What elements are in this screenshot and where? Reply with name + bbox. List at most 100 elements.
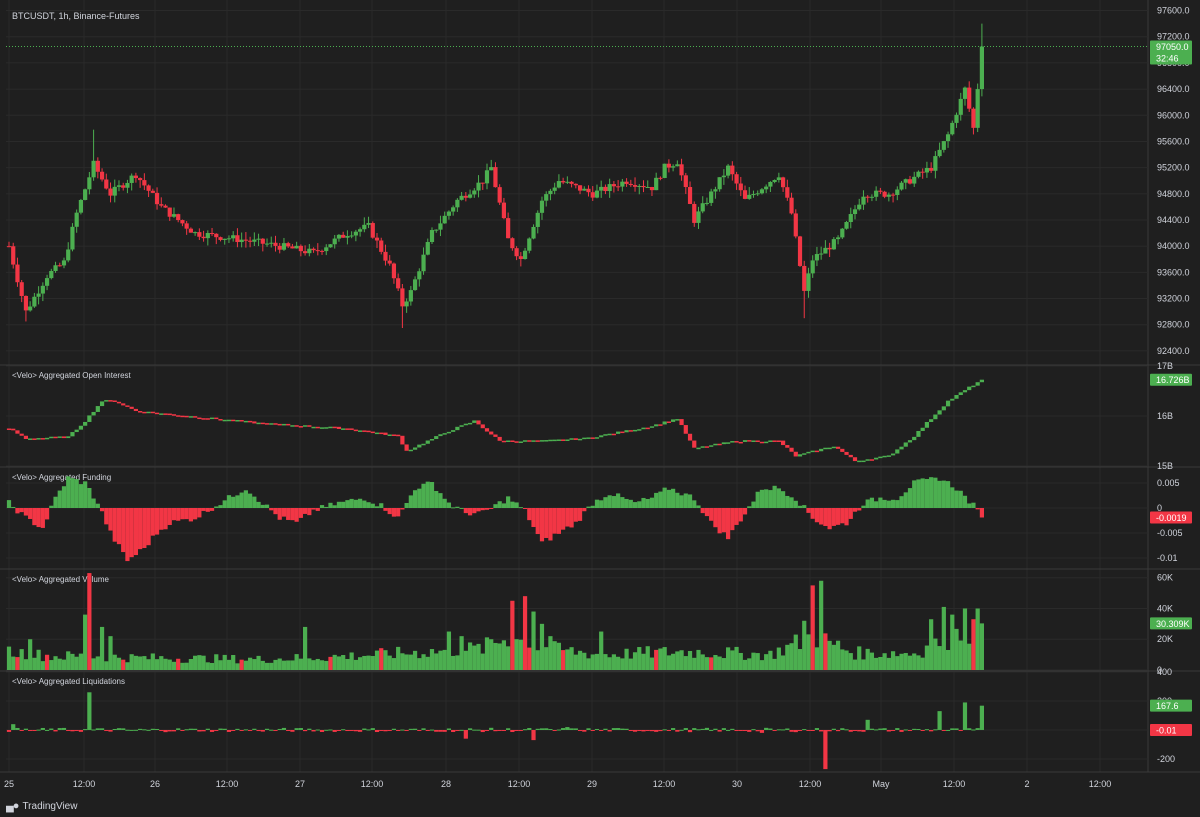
volume-bar (556, 642, 561, 670)
funding-bar (772, 485, 777, 508)
candle-body (133, 175, 138, 179)
volume-bar (929, 619, 934, 670)
liquidation-bar (789, 729, 794, 732)
candle-body (797, 236, 803, 266)
oi-bar (616, 431, 621, 434)
volume-bar (666, 655, 671, 670)
funding-bar (764, 489, 769, 508)
oi-bar (637, 429, 642, 431)
candle-body (184, 223, 189, 229)
candle-body (675, 164, 680, 167)
funding-bar (544, 508, 549, 538)
volume-bar (70, 653, 75, 670)
liquidation-bar (785, 728, 790, 730)
funding-last-tag: -0.0019 (1156, 513, 1187, 523)
candle-body (357, 229, 363, 232)
volume-bar (104, 661, 109, 670)
volume-bar (311, 660, 316, 670)
funding-bar (209, 508, 215, 511)
volume-bar (49, 660, 54, 670)
oi-bar (696, 447, 701, 450)
oi-bar (726, 442, 731, 444)
y-tick-label: 95200.0 (1157, 163, 1190, 173)
oi-bar (446, 431, 452, 434)
funding-bar (654, 492, 659, 508)
volume-bar (852, 659, 858, 670)
volume-bar (497, 643, 502, 670)
liquidation-bar (328, 729, 333, 731)
liquidation-bar (438, 729, 443, 732)
candle-body (929, 168, 934, 171)
volume-bar (391, 658, 397, 670)
liquidation-bar (962, 702, 968, 730)
liquidation-bar (188, 728, 193, 730)
candle-body (692, 203, 697, 223)
volume-bar (336, 656, 342, 670)
liquidation-bar (802, 729, 807, 731)
liquidation-bar (967, 728, 972, 730)
liquidation-bar (793, 729, 798, 733)
liquidation-bar (193, 728, 198, 730)
oi-bar (861, 460, 866, 463)
oi-bar (979, 379, 984, 383)
liquidation-bar (99, 728, 105, 730)
volume-bar (324, 660, 329, 670)
candle-body (303, 251, 308, 254)
time-axis-label: May (872, 779, 890, 789)
candle-body (869, 196, 875, 198)
oi-bar (387, 434, 392, 436)
oi-bar (374, 432, 380, 435)
liquidation-bar (146, 729, 151, 731)
oi-bar (442, 433, 447, 435)
volume-bar (32, 657, 37, 670)
y-tick-label: -0.005 (1157, 528, 1183, 538)
volume-bar (260, 660, 265, 670)
oi-bar (61, 436, 67, 439)
oi-bar (209, 417, 215, 420)
funding-bar (747, 506, 752, 508)
liquidation-bar (57, 728, 62, 730)
funding-bar (438, 493, 443, 508)
funding-bar (810, 508, 815, 519)
candle-body (654, 177, 659, 191)
volume-bar (506, 646, 511, 670)
candle-body (99, 171, 105, 180)
oi-bar (95, 406, 100, 412)
liquidation-bar (484, 729, 490, 731)
liquidation-bar (184, 729, 189, 731)
volume-bar (281, 660, 287, 670)
candle-body (747, 194, 752, 199)
volume-bar (764, 654, 769, 670)
oi-bar (700, 446, 705, 448)
volume-bar (624, 648, 629, 670)
candle-body (950, 122, 955, 135)
oi-bar (497, 436, 502, 441)
liquidation-bar (163, 729, 168, 733)
funding-bar (459, 507, 464, 509)
funding-bar (709, 508, 714, 521)
candle-body (882, 191, 887, 197)
y-tick-label: 17B (1157, 361, 1173, 371)
liquidation-bar (603, 728, 608, 730)
funding-bar (53, 496, 58, 508)
liq-positive-tag: 167.6 (1156, 701, 1179, 711)
liquidation-bar (780, 729, 786, 731)
funding-bar (303, 508, 308, 514)
liquidation-bar (197, 729, 202, 732)
volume-bar (36, 649, 41, 670)
candle-body (193, 232, 198, 234)
candle-body (44, 278, 50, 286)
volume-bar (366, 655, 371, 670)
candle-body (429, 230, 435, 243)
y-tick-label: 16B (1157, 411, 1173, 421)
funding-bar (717, 508, 722, 534)
funding-bar (163, 508, 168, 530)
candle-body (57, 265, 62, 267)
liquidation-bar (476, 729, 481, 731)
funding-bar (874, 501, 879, 508)
funding-bar (425, 481, 430, 508)
volume-bar (975, 608, 980, 670)
funding-bar (971, 502, 976, 508)
volume-bar (83, 614, 88, 670)
